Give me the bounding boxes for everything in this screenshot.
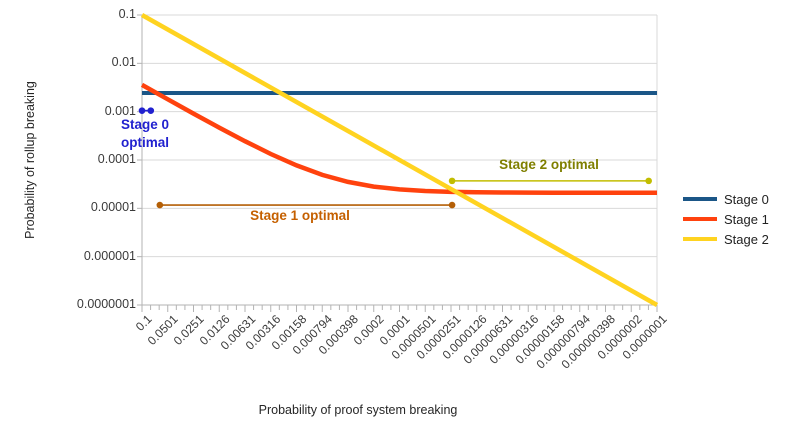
- stage2-optimal-range-dot: [448, 177, 456, 185]
- legend: Stage 0 Stage 1 Stage 2: [683, 189, 769, 249]
- legend-swatch-stage-0: [683, 197, 717, 201]
- y-tick-label: 0.000001: [83, 248, 136, 263]
- stage2-optimal-label: Stage 2 optimal: [499, 157, 599, 172]
- stage0-optimal-label-line1: Stage 0: [121, 117, 170, 132]
- stage2-optimal-range-dot: [645, 177, 652, 185]
- series-line-stage-1: [140, 82, 658, 196]
- y-axis-title: Probability of rollup breaking: [23, 81, 37, 239]
- legend-swatch-stage-1: [683, 217, 717, 221]
- y-tick-label: 0.0001: [97, 152, 136, 166]
- legend-item-stage-1: Stage 1: [683, 209, 769, 229]
- stage0-optimal-label-line2: optimal: [121, 135, 170, 150]
- legend-item-stage-2: Stage 2: [683, 229, 769, 249]
- legend-item-stage-0: Stage 0: [683, 189, 769, 209]
- stage0-optimal-label: Stage 0 optimal: [121, 116, 169, 152]
- series-line-stage-2: [140, 13, 659, 307]
- legend-label-stage-1: Stage 1: [724, 211, 769, 227]
- y-tick-label: 0.0000001: [76, 297, 136, 311]
- legend-label-stage-2: Stage 2: [724, 231, 769, 247]
- y-tick-label: 0.1: [118, 7, 136, 21]
- stage1-optimal-range-dot: [156, 201, 164, 209]
- legend-swatch-stage-2: [683, 237, 717, 241]
- y-tick-label: 0.001: [104, 103, 136, 118]
- stage1-optimal-label: Stage 1 optimal: [250, 208, 350, 223]
- stage1-optimal-range-dot: [448, 201, 456, 209]
- x-axis-title: Probability of proof system breaking: [258, 403, 458, 417]
- y-tick-label: 0.00001: [90, 200, 136, 215]
- y-tick-label: 0.01: [111, 55, 136, 70]
- stage0-optimal-range-dot: [147, 107, 155, 114]
- legend-label-stage-0: Stage 0: [724, 191, 769, 207]
- stage0-optimal-range-dot: [138, 107, 146, 114]
